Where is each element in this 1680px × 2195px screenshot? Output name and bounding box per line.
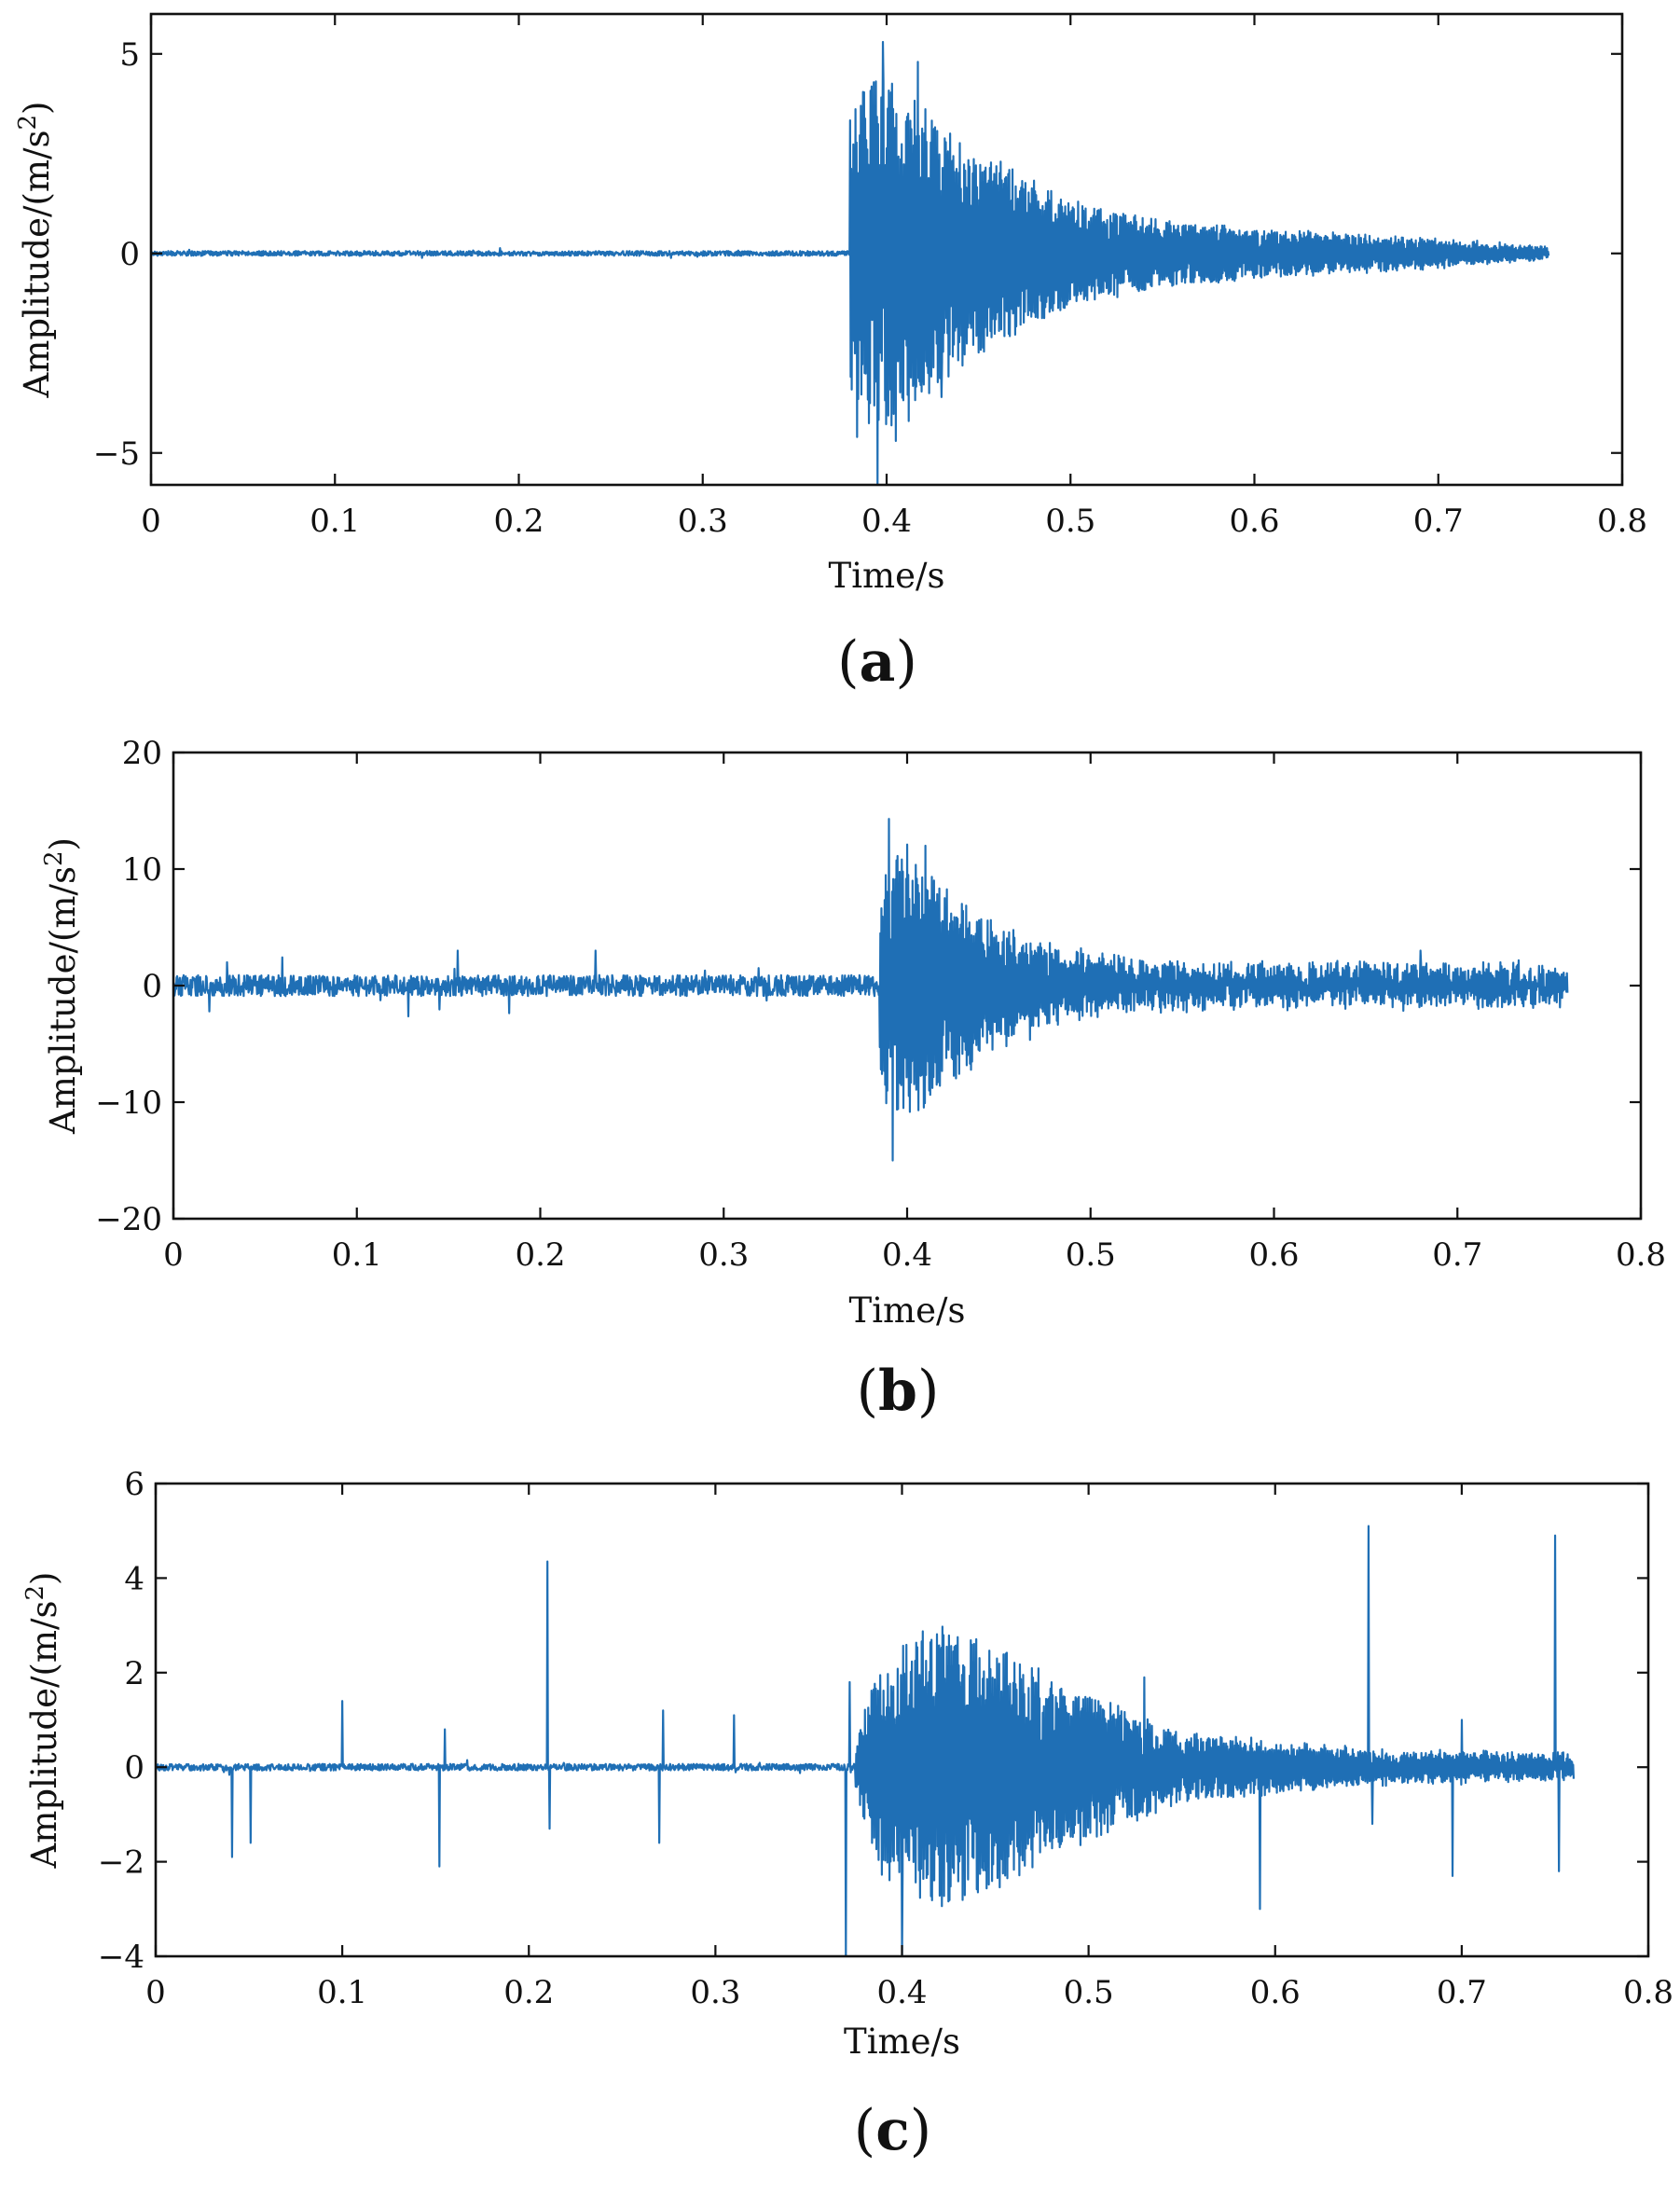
x-tick-label-a-1: 0.1 <box>310 503 360 540</box>
y-tick-label-b-2: 0 <box>142 968 162 1005</box>
x-tick-label-b-3: 0.3 <box>698 1236 749 1274</box>
y-axis-label-close-a: ) <box>17 102 57 115</box>
y-tick-label-c-0: −4 <box>98 1939 145 1976</box>
y-tick-label-c-4: 4 <box>124 1560 145 1597</box>
x-axis-label-b: Time/s <box>849 1291 966 1331</box>
y-axis-label-sup-a: 2 <box>14 115 42 131</box>
y-axis-label-sup-c: 2 <box>21 1585 49 1601</box>
x-tick-label-a-0: 0 <box>141 503 161 540</box>
y-tick-label-c-5: 6 <box>124 1466 145 1503</box>
x-tick-label-b-0: 0 <box>163 1236 184 1274</box>
y-axis-label-a: Amplitude/(m/s2) <box>14 102 57 399</box>
chart-c: 0 0.1 0.2 0.3 0.4 0.5 0.6 0.7 0.8 −4 −2 0 2 4 6 Time/s A… <box>21 1466 1673 2163</box>
panel-c: 0 0.1 0.2 0.3 0.4 0.5 0.6 0.7 0.8 −4 −2 0 2 4 6 Time/s A… <box>0 1455 1680 2195</box>
y-tick-label-c-3: 2 <box>124 1655 145 1692</box>
y-tick-label-c-2: 0 <box>124 1749 145 1787</box>
y-axis-label-sup-b: 2 <box>40 851 68 867</box>
y-axis-label-main-b: Amplitude/(m/s <box>43 866 83 1135</box>
y-axis-label-c: Amplitude/(m/s2) <box>21 1572 64 1870</box>
panel-label-a: (a) <box>837 629 917 695</box>
x-tick-label-c-8: 0.8 <box>1623 1974 1673 2011</box>
x-tick-label-a-8: 0.8 <box>1597 503 1647 540</box>
x-tick-label-b-7: 0.7 <box>1432 1236 1482 1274</box>
x-tick-label-c-7: 0.7 <box>1437 1974 1487 2011</box>
series-line-b <box>173 818 1569 1162</box>
x-tick-label-a-6: 0.6 <box>1229 503 1279 540</box>
chart-a: 0 0.1 0.2 0.3 0.4 0.5 0.6 0.7 0.8−505Time/sAmpli… <box>14 12 1647 695</box>
x-tick-label-c-3: 0.3 <box>690 1974 740 2011</box>
chart-b: 0 0.1 0.2 0.3 0.4 0.5 0.6 0.7 0.8 −20 −10 0 10 20 Time… <box>40 735 1666 1424</box>
y-axis-label-b: Amplitude/(m/s2) <box>40 837 83 1135</box>
x-tick-label-c-2: 0.2 <box>503 1974 554 2011</box>
x-tick-label-b-1: 0.1 <box>332 1236 382 1274</box>
x-axis-label-a: Time/s <box>829 556 945 596</box>
x-tick-label-c-0: 0 <box>145 1974 166 2011</box>
x-axis-label-c: Time/s <box>844 2022 960 2062</box>
y-tick-label-b-3: 10 <box>122 851 162 889</box>
y-tick-label-b-1: −10 <box>95 1084 162 1122</box>
panel-label-b: (b) <box>857 1359 940 1424</box>
y-tick-label-c-1: −2 <box>98 1844 145 1882</box>
y-axis-label-close-b: ) <box>43 837 83 850</box>
y-tick-label-a-1: 0 <box>119 236 140 273</box>
series-line-a <box>151 40 1550 485</box>
y-axis-label-main-c: Amplitude/(m/s <box>24 1601 64 1870</box>
x-tick-label-b-8: 0.8 <box>1616 1236 1666 1274</box>
x-tick-label-a-7: 0.7 <box>1413 503 1464 540</box>
x-tick-label-b-2: 0.2 <box>515 1236 565 1274</box>
y-tick-label-a-2: 5 <box>119 36 140 74</box>
panel-b: 0 0.1 0.2 0.3 0.4 0.5 0.6 0.7 0.8 −20 −10 0 10 20 Time… <box>0 727 1680 1455</box>
x-tick-label-a-2: 0.2 <box>493 503 544 540</box>
x-tick-label-c-5: 0.5 <box>1064 1974 1114 2011</box>
x-tick-label-b-6: 0.6 <box>1248 1236 1299 1274</box>
y-axis-label-close-c: ) <box>24 1572 64 1585</box>
panel-label-letter-c: c <box>875 2098 910 2163</box>
x-tick-label-c-6: 0.6 <box>1250 1974 1301 2011</box>
x-tick-label-b-4: 0.4 <box>882 1236 932 1274</box>
x-tick-label-b-5: 0.5 <box>1066 1236 1116 1274</box>
series-line-c <box>156 1525 1576 1956</box>
y-tick-label-b-0: −20 <box>95 1201 162 1238</box>
x-tick-label-a-4: 0.4 <box>861 503 912 540</box>
y-tick-label-b-4: 20 <box>122 735 162 772</box>
panel-label-letter-a: a <box>860 629 896 695</box>
y-axis-label-main-a: Amplitude/(m/s <box>17 131 57 399</box>
x-tick-label-c-1: 0.1 <box>317 1974 367 2011</box>
panel-label-letter-b: b <box>878 1359 917 1424</box>
panel-a: 0 0.1 0.2 0.3 0.4 0.5 0.6 0.7 0.8 −5 0 5 Time/s Ampli… <box>0 0 1680 727</box>
x-tick-label-a-5: 0.5 <box>1045 503 1095 540</box>
x-tick-label-a-3: 0.3 <box>678 503 728 540</box>
x-tick-label-c-4: 0.4 <box>876 1974 927 2011</box>
y-tick-label-a-0: −5 <box>93 435 140 473</box>
panel-label-c: (c) <box>854 2098 931 2163</box>
